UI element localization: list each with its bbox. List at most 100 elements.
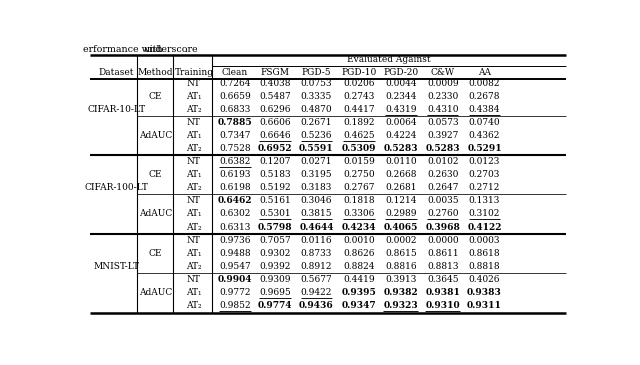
- Text: 0.9436: 0.9436: [299, 301, 333, 310]
- Text: 0.6313: 0.6313: [220, 223, 251, 231]
- Text: 0.4362: 0.4362: [469, 131, 500, 140]
- Text: 0.5677: 0.5677: [301, 275, 332, 284]
- Text: Clean: Clean: [222, 68, 248, 77]
- Text: 0.2703: 0.2703: [469, 170, 500, 179]
- Text: NT: NT: [187, 236, 201, 245]
- Text: 0.7885: 0.7885: [218, 118, 252, 127]
- Text: 0.6833: 0.6833: [220, 105, 251, 114]
- Text: Training: Training: [175, 68, 213, 77]
- Text: 0.0102: 0.0102: [427, 157, 458, 166]
- Text: erformance with: erformance with: [83, 45, 166, 54]
- Text: AT₂: AT₂: [186, 183, 202, 192]
- Text: NT: NT: [187, 118, 201, 127]
- Text: 0.6198: 0.6198: [219, 183, 251, 192]
- Text: underscore: underscore: [143, 45, 198, 54]
- Text: AT₂: AT₂: [186, 301, 202, 310]
- Text: 0.5291: 0.5291: [467, 144, 502, 153]
- Text: 0.9904: 0.9904: [218, 275, 252, 284]
- Text: 0.6302: 0.6302: [220, 210, 251, 219]
- Text: 0.0082: 0.0082: [468, 78, 500, 88]
- Text: 0.2743: 0.2743: [343, 92, 374, 101]
- Text: Evaluated Against: Evaluated Against: [347, 55, 431, 64]
- Text: 0.0000: 0.0000: [427, 236, 458, 245]
- Text: 0.1313: 0.1313: [469, 196, 500, 205]
- Text: 0.0035: 0.0035: [427, 196, 458, 205]
- Text: 0.4625: 0.4625: [343, 131, 375, 140]
- Text: 0.0271: 0.0271: [301, 157, 332, 166]
- Text: 0.2767: 0.2767: [343, 183, 375, 192]
- Text: 0.0573: 0.0573: [427, 118, 458, 127]
- Text: 0.5283: 0.5283: [426, 144, 460, 153]
- Text: 0.9774: 0.9774: [258, 301, 292, 310]
- Text: 0.0003: 0.0003: [468, 236, 500, 245]
- Text: 0.1207: 0.1207: [260, 157, 291, 166]
- Text: 0.5236: 0.5236: [301, 131, 332, 140]
- Text: 0.0116: 0.0116: [301, 236, 332, 245]
- Text: 0.4122: 0.4122: [467, 223, 502, 231]
- Text: 0.5301: 0.5301: [259, 210, 291, 219]
- Text: 0.5591: 0.5591: [299, 144, 333, 153]
- Text: 0.2330: 0.2330: [427, 92, 458, 101]
- Text: 0.9311: 0.9311: [467, 301, 502, 310]
- Text: AT₁: AT₁: [186, 131, 202, 140]
- Text: CE: CE: [148, 249, 162, 258]
- Text: MNIST-LT: MNIST-LT: [93, 262, 140, 271]
- Text: 0.4026: 0.4026: [468, 275, 500, 284]
- Text: 0.4417: 0.4417: [343, 105, 375, 114]
- Text: 0.6462: 0.6462: [218, 196, 252, 205]
- Text: 0.8816: 0.8816: [385, 262, 417, 271]
- Text: 0.5161: 0.5161: [259, 196, 291, 205]
- Text: AT₁: AT₁: [186, 288, 202, 297]
- Text: 0.8615: 0.8615: [385, 249, 417, 258]
- Text: 0.3183: 0.3183: [301, 183, 332, 192]
- Text: 0.9395: 0.9395: [342, 288, 376, 297]
- Text: 0.5283: 0.5283: [383, 144, 418, 153]
- Text: 0.9488: 0.9488: [219, 249, 251, 258]
- Text: AT₂: AT₂: [186, 262, 202, 271]
- Text: 0.3913: 0.3913: [385, 275, 417, 284]
- Text: 0.9392: 0.9392: [260, 262, 291, 271]
- Text: 0.4038: 0.4038: [260, 78, 291, 88]
- Text: C&W: C&W: [431, 68, 455, 77]
- Text: NT: NT: [187, 275, 201, 284]
- Text: 0.2989: 0.2989: [385, 210, 417, 219]
- Text: 0.2668: 0.2668: [385, 170, 417, 179]
- Text: 0.4224: 0.4224: [385, 131, 417, 140]
- Text: AT₂: AT₂: [186, 105, 202, 114]
- Text: 0.7528: 0.7528: [219, 144, 251, 153]
- Text: Dataset: Dataset: [99, 68, 134, 77]
- Text: 0.3195: 0.3195: [301, 170, 332, 179]
- Text: 0.0123: 0.0123: [469, 157, 500, 166]
- Text: 0.6296: 0.6296: [260, 105, 291, 114]
- Text: 0.3335: 0.3335: [301, 92, 332, 101]
- Text: 0.8824: 0.8824: [343, 262, 375, 271]
- Text: 0.6952: 0.6952: [258, 144, 292, 153]
- Text: 0.2647: 0.2647: [427, 183, 458, 192]
- Text: AA: AA: [478, 68, 491, 77]
- Text: 0.4419: 0.4419: [343, 275, 375, 284]
- Text: PGD-10: PGD-10: [341, 68, 376, 77]
- Text: 0.9323: 0.9323: [383, 301, 418, 310]
- Text: 0.5798: 0.5798: [258, 223, 292, 231]
- Text: CIFAR-10-LT: CIFAR-10-LT: [88, 105, 145, 114]
- Text: 0.8818: 0.8818: [468, 262, 500, 271]
- Text: NT: NT: [187, 196, 201, 205]
- Text: 0.9695: 0.9695: [259, 288, 291, 297]
- Text: AdAUC: AdAUC: [138, 131, 172, 140]
- Text: 0.7264: 0.7264: [220, 78, 251, 88]
- Text: AT₂: AT₂: [186, 144, 202, 153]
- Text: 0.9852: 0.9852: [219, 301, 251, 310]
- Text: AdAUC: AdAUC: [138, 288, 172, 297]
- Text: 0.1892: 0.1892: [343, 118, 375, 127]
- Text: FSGM: FSGM: [261, 68, 290, 77]
- Text: 0.8611: 0.8611: [427, 249, 458, 258]
- Text: 0.2671: 0.2671: [301, 118, 332, 127]
- Text: 0.9310: 0.9310: [426, 301, 460, 310]
- Text: 0.5309: 0.5309: [342, 144, 376, 153]
- Text: 0.2630: 0.2630: [427, 170, 458, 179]
- Text: 0.1214: 0.1214: [385, 196, 417, 205]
- Text: 0.9382: 0.9382: [383, 288, 418, 297]
- Text: 0.0740: 0.0740: [468, 118, 500, 127]
- Text: AT₁: AT₁: [186, 170, 202, 179]
- Text: NT: NT: [187, 78, 201, 88]
